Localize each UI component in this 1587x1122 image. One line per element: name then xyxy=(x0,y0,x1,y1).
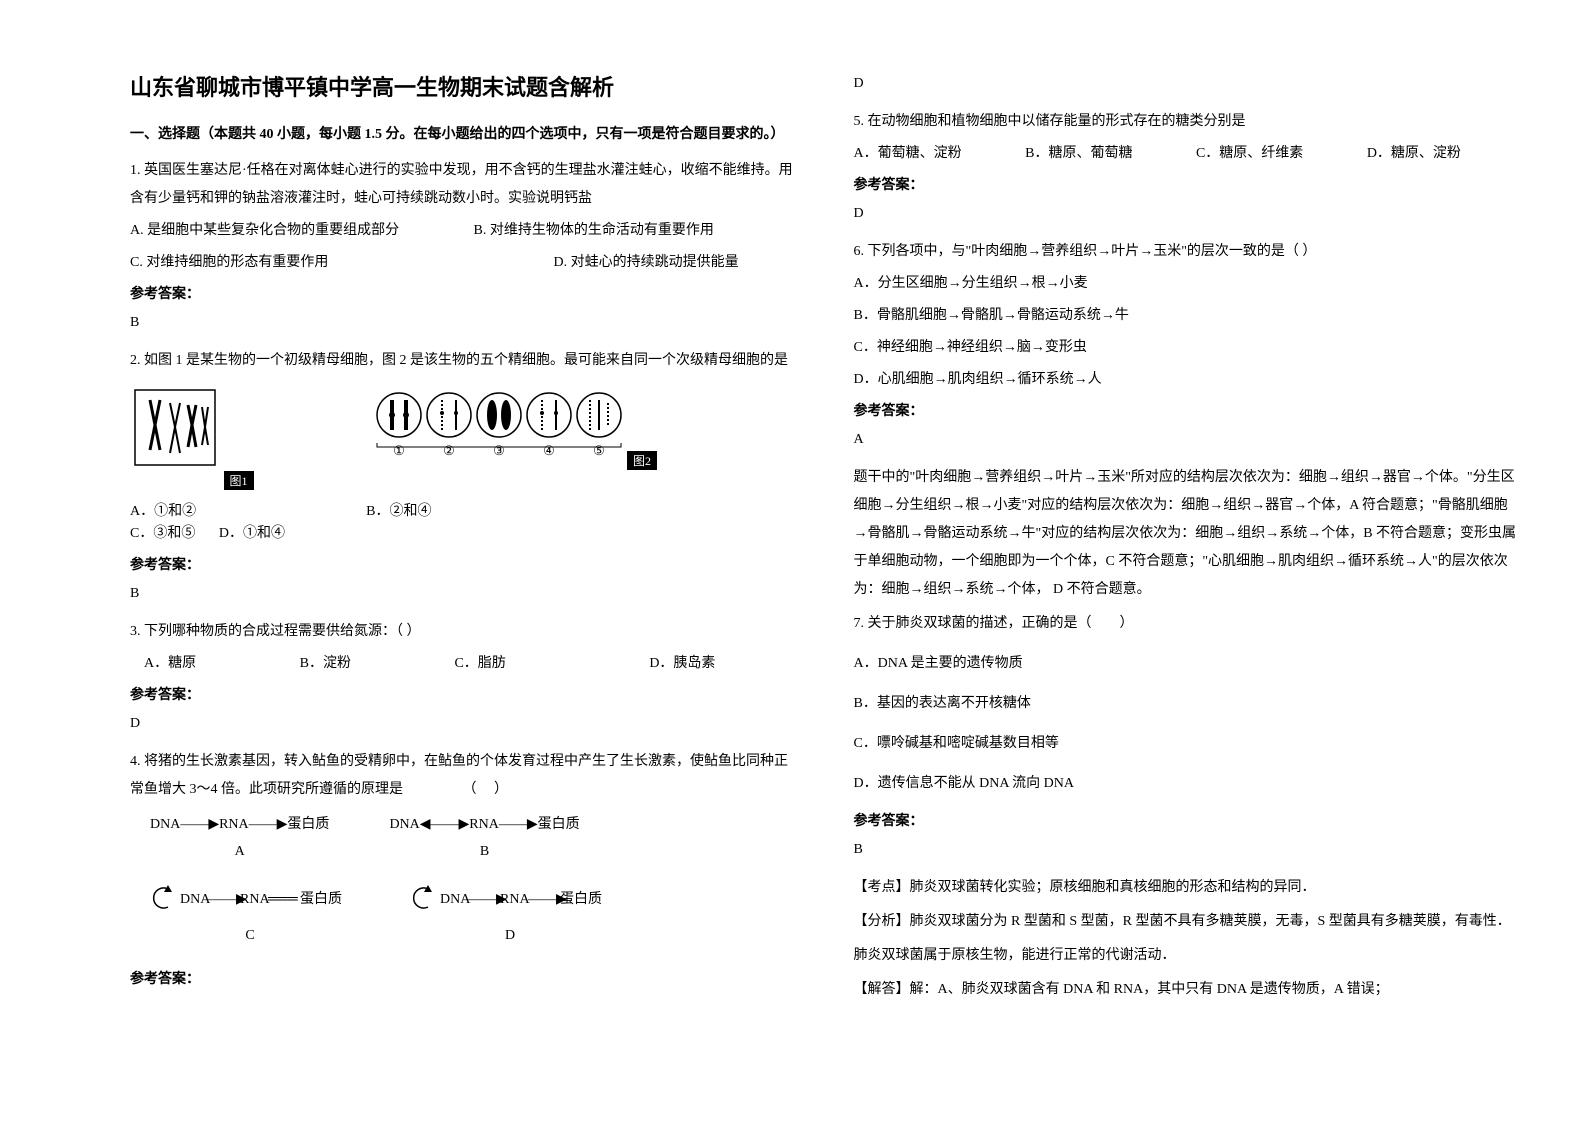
q6-answer-label: 参考答案： xyxy=(854,400,1518,420)
svg-text:蛋白质: 蛋白质 xyxy=(560,891,602,907)
q3-answer-label: 参考答案： xyxy=(130,684,794,704)
q2-answer-label: 参考答案： xyxy=(130,554,794,574)
q2-option-c: C．③和⑤ xyxy=(130,520,195,548)
q5-answer: D xyxy=(854,200,1518,228)
q5-answer-label: 参考答案： xyxy=(854,174,1518,194)
left-column: 山东省聊城市博平镇中学高一生物期末试题含解析 一、选择题（本题共 40 小题，每… xyxy=(100,70,824,1082)
q7-answer: B xyxy=(854,836,1518,864)
svg-text:②: ② xyxy=(443,443,455,458)
q6-text: 6. 下列各项中，与"叶肉细胞→营养组织→叶片→玉米"的层次一致的是（ ） xyxy=(854,238,1518,266)
svg-text:═══: ═══ xyxy=(267,892,298,907)
q3-option-d: D．胰岛素 xyxy=(649,650,715,678)
svg-text:⑤: ⑤ xyxy=(593,443,605,458)
q4-diagram-row-1: DNA——▶RNA——▶蛋白质 A DNA◀——▶RNA——▶蛋白质 B xyxy=(150,814,794,863)
q3-options: A．糖原 B．淀粉 C．脂肪 D．胰岛素 xyxy=(144,650,794,678)
figure-2: ① ② ③ xyxy=(374,385,658,470)
document-title: 山东省聊城市博平镇中学高一生物期末试题含解析 xyxy=(130,70,794,102)
q1-text: 1. 英国医生塞达尼·任格在对离体蛙心进行的实验中发现，用不含钙的生理盐水灌注蛙… xyxy=(130,157,794,213)
q2-text: 2. 如图 1 是某生物的一个初级精母细胞，图 2 是该生物的五个精细胞。最可能… xyxy=(130,347,794,375)
svg-text:蛋白质: 蛋白质 xyxy=(300,891,342,907)
q5-options: A．葡萄糖、淀粉 B．糖原、葡萄糖 C．糖原、纤维素 D．糖原、淀粉 xyxy=(854,140,1518,168)
q2-figures: 图1 ① ② xyxy=(130,385,794,490)
q2-options-row-2: C．③和⑤ D．①和④ xyxy=(130,520,794,548)
svg-text:RNA: RNA xyxy=(240,892,270,907)
q1-option-a: A. 是细胞中某些复杂化合物的重要组成部分 xyxy=(130,217,470,245)
figure-1-label: 图1 xyxy=(224,471,254,490)
svg-text:DNA: DNA xyxy=(440,892,471,907)
svg-text:③: ③ xyxy=(493,443,505,458)
q5-text: 5. 在动物细胞和植物细胞中以储存能量的形式存在的糖类分别是 xyxy=(854,108,1518,136)
q5-option-a: A．葡萄糖、淀粉 xyxy=(854,140,962,168)
q7-exp-3: 肺炎双球菌属于原核生物，能进行正常的代谢活动． xyxy=(854,942,1518,970)
q1-options-row-2: C. 对维持细胞的形态有重要作用 D. 对蛙心的持续跳动提供能量 xyxy=(130,249,794,277)
q3-answer: D xyxy=(130,710,794,738)
q2-answer: B xyxy=(130,580,794,608)
q6-option-c: C．神经细胞→神经组织→脑→变形虫 xyxy=(854,334,1518,362)
q1-options-row-1: A. 是细胞中某些复杂化合物的重要组成部分 B. 对维持生物体的生命活动有重要作… xyxy=(130,217,794,245)
q7-exp-1: 【考点】肺炎双球菌转化实验；原核细胞和真核细胞的形态和结构的异同． xyxy=(854,874,1518,902)
q5-option-d: D．糖原、淀粉 xyxy=(1367,140,1461,168)
q1-answer-label: 参考答案： xyxy=(130,283,794,303)
q7-text: 7. 关于肺炎双球菌的描述，正确的是（ ） xyxy=(854,610,1518,638)
q4-diagram-d: DNA ——▶ RNA ——▶ 蛋白质 D xyxy=(410,883,610,948)
q7-exp-2: 【分析】肺炎双球菌分为 R 型菌和 S 型菌，R 型菌不具有多糖荚膜，无毒，S … xyxy=(854,908,1518,936)
q4-diagram-b: DNA◀——▶RNA——▶蛋白质 B xyxy=(389,814,579,863)
q3-option-c: C．脂肪 xyxy=(454,650,505,678)
q7-exp-4: 【解答】解：A、肺炎双球菌含有 DNA 和 RNA，其中只有 DNA 是遗传物质… xyxy=(854,976,1518,1004)
q1-answer: B xyxy=(130,309,794,337)
q4-diag-b-text: DNA◀——▶RNA——▶蛋白质 xyxy=(389,814,579,836)
q4-diag-b-label: B xyxy=(389,841,579,863)
q4-diag-d-label: D xyxy=(410,925,610,947)
section-1-header: 一、选择题（本题共 40 小题，每小题 1.5 分。在每小题给出的四个选项中，只… xyxy=(130,122,794,147)
q7-option-a: A．DNA 是主要的遗传物质 xyxy=(854,650,1518,678)
q1-option-c: C. 对维持细胞的形态有重要作用 xyxy=(130,249,550,277)
q4-answer: D xyxy=(854,70,1518,98)
q7-option-b: B．基因的表达离不开核糖体 xyxy=(854,690,1518,718)
q6-option-a: A．分生区细胞→分生组织→根→小麦 xyxy=(854,270,1518,298)
svg-text:DNA: DNA xyxy=(180,892,211,907)
svg-text:RNA: RNA xyxy=(500,892,530,907)
q2-option-d: D．①和④ xyxy=(219,520,285,548)
svg-text:④: ④ xyxy=(543,443,555,458)
q4-diagram-row-2: DNA ——▶ RNA ═══ 蛋白质 C DNA ——▶ RNA ——▶ 蛋白… xyxy=(150,883,794,948)
q4-answer-label: 参考答案： xyxy=(130,968,794,988)
q4-text: 4. 将猪的生长激素基因，转入鲇鱼的受精卵中，在鲇鱼的个体发育过程中产生了生长激… xyxy=(130,748,794,804)
q2-options-row-1: A．①和② B．②和④ xyxy=(130,500,794,520)
q7-option-c: C．嘌呤碱基和嘧啶碱基数目相等 xyxy=(854,730,1518,758)
q7-option-d: D．遗传信息不能从 DNA 流向 DNA xyxy=(854,770,1518,798)
q7-answer-label: 参考答案： xyxy=(854,810,1518,830)
right-column: D 5. 在动物细胞和植物细胞中以储存能量的形式存在的糖类分别是 A．葡萄糖、淀… xyxy=(824,70,1548,1082)
q2-option-b: B．②和④ xyxy=(366,500,431,520)
q6-answer: A xyxy=(854,426,1518,454)
q6-option-b: B．骨骼肌细胞→骨骼肌→骨骼运动系统→牛 xyxy=(854,302,1518,330)
figure-2-label: 图2 xyxy=(627,451,657,470)
q6-explanation: 题干中的"叶肉细胞→营养组织→叶片→玉米"所对应的结构层次依次为：细胞→组织→器… xyxy=(854,464,1518,604)
q3-text: 3. 下列哪种物质的合成过程需要供给氮源：（ ） xyxy=(130,618,794,646)
q1-option-d: D. 对蛙心的持续跳动提供能量 xyxy=(554,255,739,270)
q3-option-a: A．糖原 xyxy=(144,650,196,678)
q5-option-c: C．糖原、纤维素 xyxy=(1196,140,1303,168)
q6-option-d: D．心肌细胞→肌肉组织→循环系统→人 xyxy=(854,366,1518,394)
q4-diagram-c: DNA ——▶ RNA ═══ 蛋白质 C xyxy=(150,883,350,948)
q4-diag-a-label: A xyxy=(150,841,329,863)
figure-1: 图1 xyxy=(130,385,254,490)
q2-option-a: A．①和② xyxy=(130,500,196,520)
svg-text:①: ① xyxy=(393,443,405,458)
q4-diag-c-label: C xyxy=(150,925,350,947)
q4-diagram-a: DNA——▶RNA——▶蛋白质 A xyxy=(150,814,329,863)
q1-option-b: B. 对维持生物体的生命活动有重要作用 xyxy=(474,223,714,238)
q5-option-b: B．糖原、葡萄糖 xyxy=(1025,140,1132,168)
q4-diag-a-text: DNA——▶RNA——▶蛋白质 xyxy=(150,814,329,836)
q3-option-b: B．淀粉 xyxy=(300,650,351,678)
